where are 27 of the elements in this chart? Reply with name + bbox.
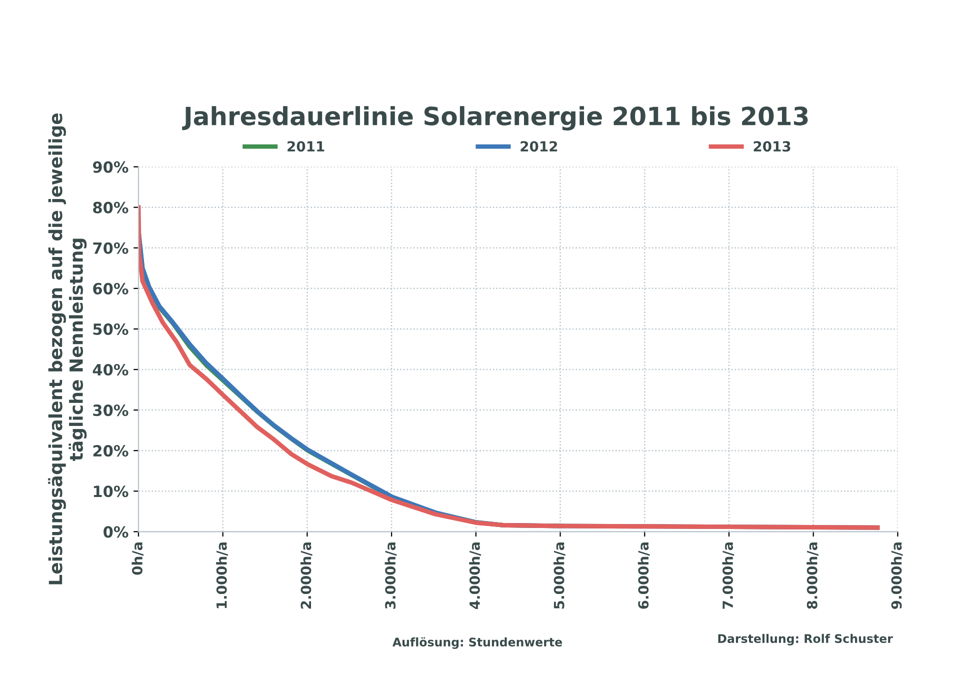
y-tick-label: 90% xyxy=(92,161,128,173)
y-tick-label: 60% xyxy=(93,282,128,294)
x-tick-label: 7.000h/a xyxy=(722,542,734,609)
y-tick-label: 10% xyxy=(94,486,128,498)
x-tick-label: 0h/a xyxy=(132,542,144,575)
x-tick-label: 5.000h/a xyxy=(554,542,566,609)
x-tick-label: 1.000h/a xyxy=(216,542,228,608)
y-axis-title: Leistungsäquivalent bezogen auf die jeweilige tägliche Nennleistung xyxy=(48,113,87,584)
legend-label: 2011 xyxy=(288,141,324,152)
text: Darstellung: Rolf Schuster xyxy=(718,634,893,646)
text: Auflösung: Stundenwerte xyxy=(392,637,562,649)
y-tick-label: 40% xyxy=(92,364,128,376)
legend-label: 2012 xyxy=(520,141,558,152)
x-tick-label: 8.000h/a xyxy=(806,542,818,609)
legend-label: 2013 xyxy=(754,141,790,152)
x-tick-label: 4.000h/a xyxy=(469,542,482,610)
x-tick-label: 9.000h/a xyxy=(890,542,903,609)
y-tick-label: 80% xyxy=(93,202,128,214)
x-tick-label: 2.000h/a xyxy=(300,542,312,609)
y-tick-label: 70% xyxy=(93,242,128,254)
y-tick-label: 0% xyxy=(104,526,128,538)
y-tick-label: 50% xyxy=(93,323,128,335)
chart-title: Jahresdauerlinie Solarenergie 2011 bis 2013 xyxy=(182,106,808,130)
y-tick-label: 30% xyxy=(93,404,128,416)
y-tick-label: 20% xyxy=(93,445,128,457)
x-tick-label: 3.000h/a xyxy=(384,542,397,609)
x-tick-label: 6.000h/a xyxy=(638,542,650,609)
